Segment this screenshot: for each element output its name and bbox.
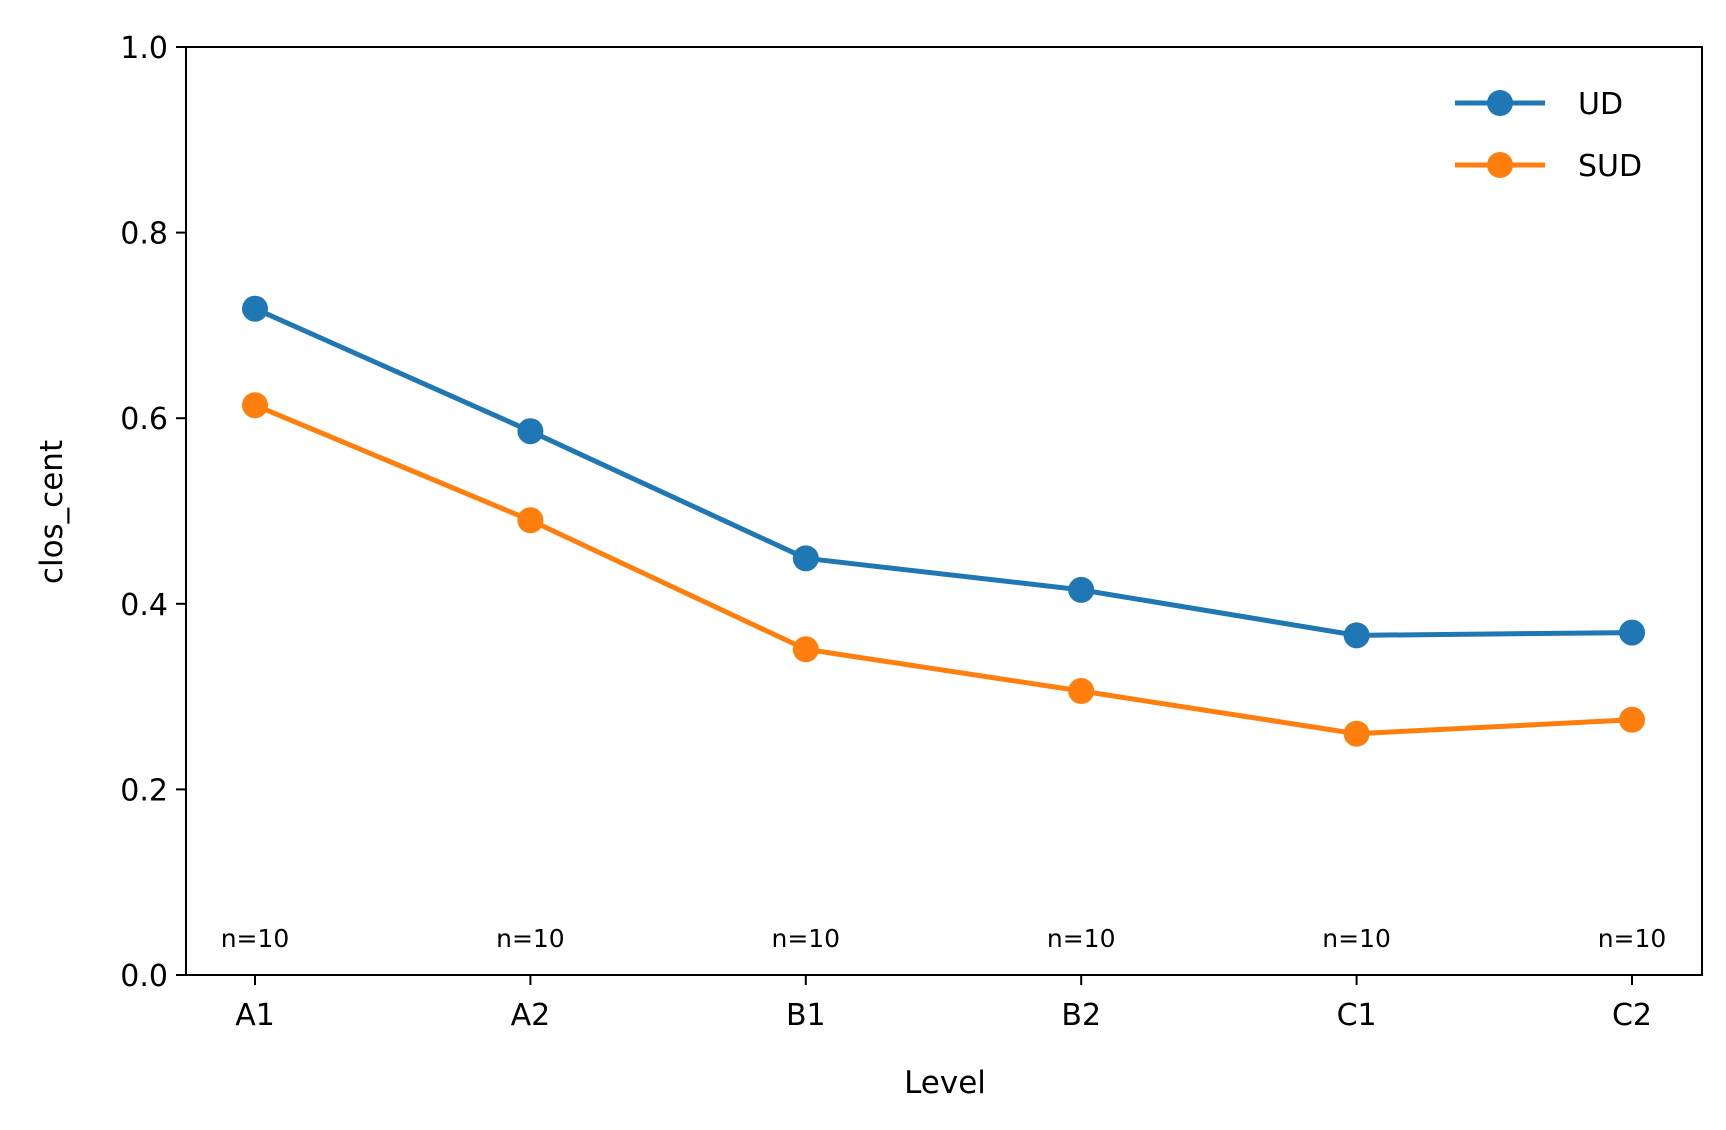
legend-label-sud: SUD (1578, 149, 1642, 184)
series-line-sud (254, 402, 1633, 737)
legend-marker-sud (1487, 152, 1513, 178)
data-point-ud (242, 295, 268, 322)
sample-size-annotation: n=10 (1322, 924, 1391, 953)
series-line-ud (253, 306, 1633, 638)
y-tick-label: 0.4 (120, 588, 168, 623)
data-point-sud (1619, 706, 1645, 733)
x-tick-label: C1 (1337, 998, 1377, 1033)
axes-frame (185, 46, 1703, 976)
y-tick-label: 1.0 (120, 31, 168, 66)
plot-area: 0.0 0.2 0.4 0.6 0.8 1.0 A1 A2 B1 B2 C1 C2 n=10 n=10 n=… (120, 31, 1703, 1033)
sample-size-annotation: n=10 (771, 924, 840, 953)
x-tick-label: A1 (235, 998, 275, 1033)
x-tick-label: A2 (511, 998, 551, 1033)
sample-size-annotation: n=10 (1047, 924, 1116, 953)
data-point-sud (517, 507, 544, 534)
sample-size-annotation: n=10 (1598, 924, 1667, 953)
x-tick-label: B2 (1061, 998, 1101, 1033)
y-axis-label: clos_cent (34, 440, 70, 584)
data-point-sud (792, 636, 819, 663)
x-tick-label: B1 (786, 998, 826, 1033)
x-axis-label: Level (904, 1065, 986, 1101)
data-point-ud (517, 418, 544, 445)
data-point-ud (792, 545, 819, 572)
data-point-sud (1068, 678, 1095, 705)
y-tick-label: 0.6 (120, 402, 168, 437)
data-point-ud (1343, 622, 1370, 649)
y-tick-label: 0.0 (120, 959, 168, 994)
sample-size-annotation: n=10 (496, 924, 565, 953)
data-point-sud (242, 392, 268, 419)
y-tick-label: 0.8 (120, 217, 168, 252)
legend-marker-ud (1487, 90, 1513, 116)
data-point-ud (1619, 619, 1645, 646)
x-tick-label: C2 (1612, 998, 1652, 1033)
data-point-sud (1343, 720, 1370, 747)
legend: UD SUD (1455, 87, 1642, 184)
legend-label-ud: UD (1578, 87, 1623, 122)
y-tick-label: 0.2 (120, 773, 168, 808)
data-point-ud (1068, 576, 1095, 603)
sample-size-annotation: n=10 (221, 924, 290, 953)
